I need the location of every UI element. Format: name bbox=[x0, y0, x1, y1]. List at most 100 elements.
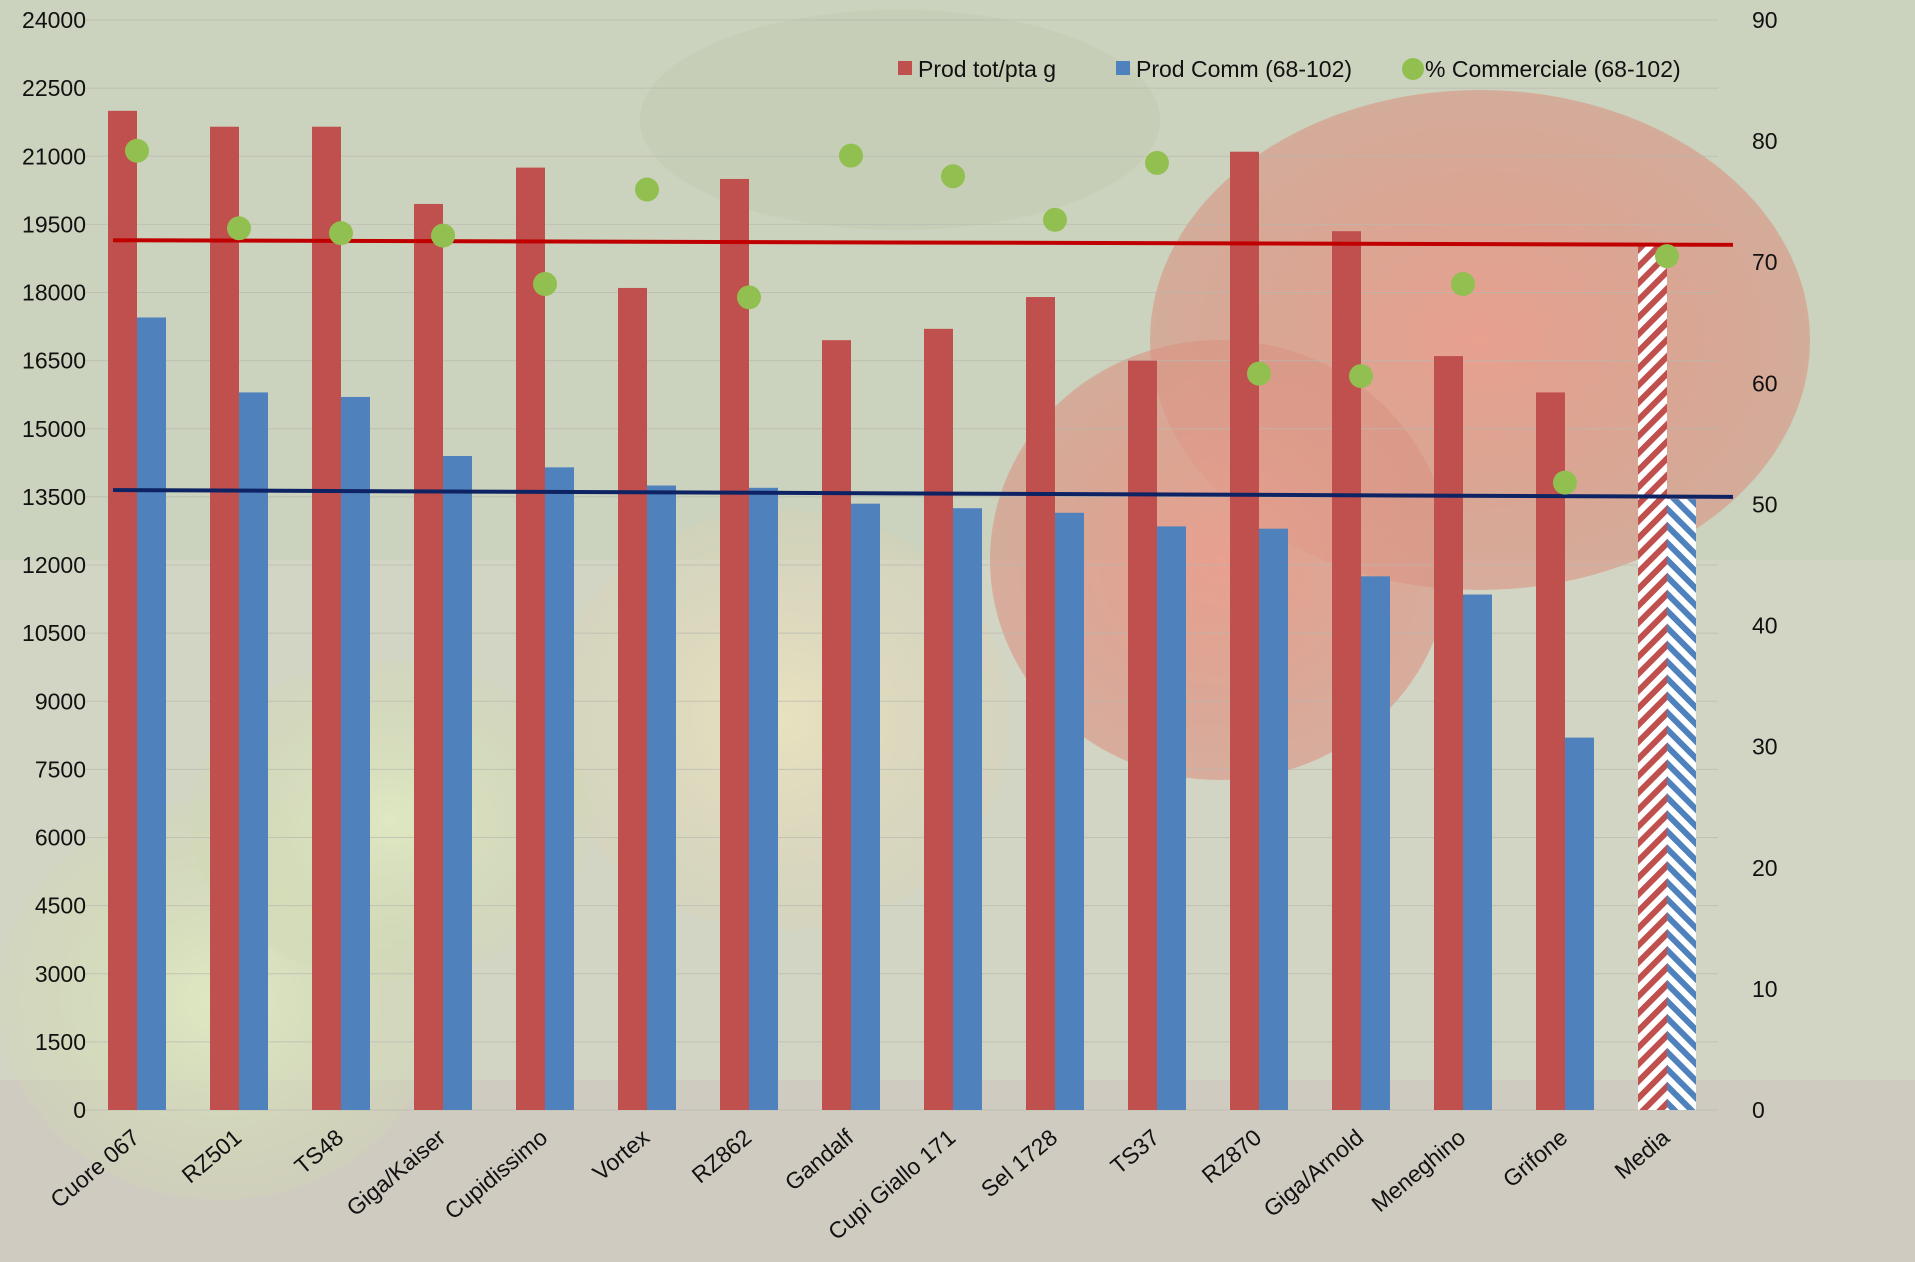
point-pct-commerciale bbox=[1655, 244, 1679, 269]
point-pct-commerciale bbox=[431, 223, 455, 248]
left-tick-label: 12000 bbox=[22, 552, 86, 578]
point-pct-commerciale bbox=[125, 138, 149, 163]
point-pct-commerciale bbox=[1247, 361, 1271, 386]
right-tick-label: 10 bbox=[1752, 976, 1778, 1002]
point-pct-commerciale bbox=[227, 216, 251, 241]
bar-prod-comm bbox=[1157, 526, 1186, 1110]
point-pct-commerciale bbox=[1043, 207, 1067, 232]
bar-prod-comm bbox=[953, 508, 982, 1111]
bar-prod-tot bbox=[1536, 392, 1565, 1111]
left-tick-label: 13500 bbox=[22, 484, 86, 510]
scatter-points bbox=[125, 138, 1679, 495]
point-pct-commerciale bbox=[533, 272, 557, 297]
category-label: Sel 1728 bbox=[976, 1124, 1062, 1202]
category-label: RZ870 bbox=[1197, 1124, 1267, 1188]
bars bbox=[108, 110, 1696, 1111]
bar-prod-tot bbox=[924, 328, 953, 1110]
legend-swatch bbox=[1116, 61, 1130, 75]
category-label: Cupidissimo bbox=[440, 1124, 553, 1224]
bar-prod-comm bbox=[1463, 594, 1492, 1110]
reference-line bbox=[112, 238, 1734, 247]
bar-prod-tot bbox=[210, 126, 239, 1110]
point-pct-commerciale bbox=[1145, 150, 1169, 175]
bar-prod-tot bbox=[1230, 151, 1259, 1111]
bar-prod-comm bbox=[545, 467, 574, 1111]
bar-prod-tot bbox=[516, 167, 545, 1110]
right-tick-label: 60 bbox=[1752, 370, 1778, 396]
bar-prod-tot bbox=[1128, 360, 1157, 1110]
category-label: Gandalf bbox=[780, 1124, 859, 1196]
left-tick-label: 16500 bbox=[22, 348, 86, 374]
bar-prod-tot bbox=[720, 178, 749, 1111]
bar-prod-comm bbox=[239, 392, 268, 1111]
bar-prod-tot bbox=[822, 340, 851, 1110]
point-pct-commerciale bbox=[737, 285, 761, 310]
bar-prod-tot bbox=[1026, 297, 1055, 1111]
category-label: TS37 bbox=[1105, 1124, 1164, 1179]
bar-prod-comm bbox=[647, 485, 676, 1110]
right-tick-label: 90 bbox=[1752, 7, 1778, 33]
category-label: Meneghino bbox=[1366, 1124, 1470, 1217]
left-tick-label: 4500 bbox=[35, 893, 86, 919]
bar-prod-comm bbox=[749, 487, 778, 1111]
category-label: Giga/Arnold bbox=[1258, 1124, 1368, 1222]
right-tick-label: 70 bbox=[1752, 249, 1778, 275]
bar-prod-comm bbox=[1055, 512, 1084, 1110]
category-label: Vortex bbox=[588, 1124, 655, 1186]
bar-prod-tot bbox=[618, 287, 647, 1110]
left-tick-label: 21000 bbox=[22, 143, 86, 169]
right-tick-label: 0 bbox=[1752, 1097, 1765, 1123]
point-pct-commerciale bbox=[941, 164, 965, 189]
category-label: RZ501 bbox=[177, 1124, 247, 1188]
legend-label: Prod tot/pta g bbox=[918, 56, 1056, 82]
left-axis-ticks: 0 1500 3000 4500 6000 7500 9000 10500 12000 13500… bbox=[22, 7, 86, 1123]
category-label: Giga/Kaiser bbox=[341, 1124, 450, 1221]
left-tick-label: 1500 bbox=[35, 1029, 86, 1055]
left-tick-label: 0 bbox=[73, 1097, 86, 1123]
bar-prod-comm bbox=[137, 317, 166, 1111]
right-tick-label: 20 bbox=[1752, 855, 1778, 881]
left-tick-label: 19500 bbox=[22, 211, 86, 237]
legend-swatch bbox=[898, 61, 912, 75]
point-pct-commerciale bbox=[635, 177, 659, 202]
bar-prod-comm bbox=[1259, 528, 1288, 1110]
bar-prod-comm bbox=[443, 456, 472, 1110]
left-tick-label: 15000 bbox=[22, 416, 86, 442]
category-label: TS48 bbox=[289, 1124, 348, 1179]
right-tick-label: 80 bbox=[1752, 128, 1778, 154]
bar-prod-comm bbox=[1565, 737, 1594, 1110]
bar-prod-comm bbox=[1361, 576, 1390, 1110]
legend-label: % Commerciale (68-102) bbox=[1425, 56, 1681, 82]
point-pct-commerciale bbox=[839, 143, 863, 168]
point-pct-commerciale bbox=[1553, 470, 1577, 495]
left-tick-label: 6000 bbox=[35, 825, 86, 851]
right-tick-label: 40 bbox=[1752, 613, 1778, 639]
category-label: Media bbox=[1610, 1124, 1675, 1184]
right-tick-label: 50 bbox=[1752, 491, 1778, 517]
reference-lines bbox=[112, 238, 1734, 499]
left-tick-label: 10500 bbox=[22, 620, 86, 646]
bar-prod-comm bbox=[341, 396, 370, 1110]
bar-prod-tot bbox=[312, 126, 341, 1110]
bar-prod-comm bbox=[851, 503, 880, 1110]
left-tick-label: 22500 bbox=[22, 75, 86, 101]
category-label: Grifone bbox=[1498, 1124, 1573, 1192]
point-pct-commerciale bbox=[1349, 364, 1373, 389]
legend: Prod tot/pta g Prod Comm (68-102) % Commer… bbox=[898, 56, 1681, 82]
point-pct-commerciale bbox=[1451, 272, 1475, 297]
left-tick-label: 9000 bbox=[35, 688, 86, 714]
bar-prod-tot bbox=[1638, 244, 1667, 1110]
point-pct-commerciale bbox=[329, 221, 353, 246]
left-tick-label: 3000 bbox=[35, 961, 86, 987]
left-tick-label: 7500 bbox=[35, 756, 86, 782]
left-tick-label: 24000 bbox=[22, 7, 86, 33]
right-axis-ticks: 0 10 20 30 40 50 60 70 80 90 bbox=[1752, 7, 1778, 1123]
bar-prod-tot bbox=[414, 203, 443, 1110]
legend-label: Prod Comm (68-102) bbox=[1136, 56, 1352, 82]
reference-line bbox=[112, 488, 1734, 499]
left-tick-label: 18000 bbox=[22, 280, 86, 306]
legend-swatch bbox=[1402, 58, 1424, 80]
right-tick-label: 30 bbox=[1752, 734, 1778, 760]
bar-prod-tot bbox=[1332, 231, 1361, 1110]
